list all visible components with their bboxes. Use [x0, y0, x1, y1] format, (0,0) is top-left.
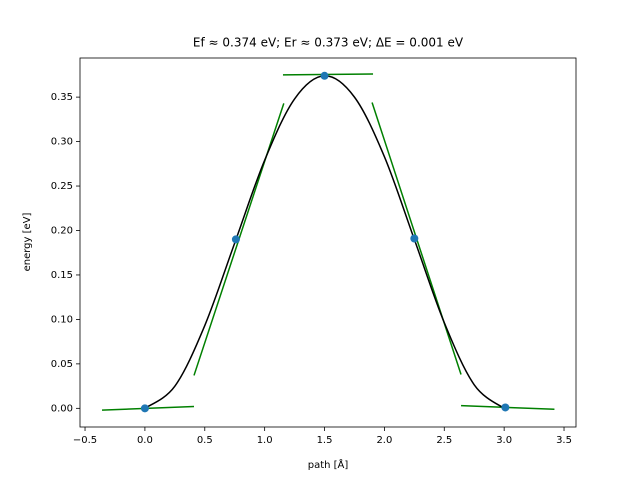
y-tick-label: 0.35: [51, 92, 73, 103]
x-tick-label: 3.5: [556, 435, 572, 446]
x-tick-label: 3.0: [496, 435, 512, 446]
energy-curve: [144, 75, 508, 411]
image-point: [231, 235, 240, 244]
y-axis-label: energy [eV]: [22, 212, 33, 271]
x-tick-label: −0.5: [73, 435, 97, 446]
y-tick-label: 0.30: [51, 137, 73, 148]
chart-title: Ef ≈ 0.374 eV; Er ≈ 0.373 eV; ΔE = 0.001…: [193, 36, 464, 50]
y-tick-label: 0.05: [51, 359, 73, 370]
plot-frame: [79, 57, 577, 428]
x-tick-label: 0.5: [197, 435, 213, 446]
x-axis-label: path [Å]: [308, 458, 349, 471]
y-tick-label: 0.20: [51, 225, 73, 236]
image-point: [501, 403, 510, 412]
y-tick-label: 0.15: [51, 270, 73, 281]
x-tick-label: 1.0: [257, 435, 273, 446]
y-tick-label: 0.00: [51, 403, 73, 414]
x-tick-label: 0.0: [137, 435, 153, 446]
image-point: [140, 404, 149, 413]
y-tick-label: 0.10: [51, 314, 73, 325]
x-tick-label: 2.0: [376, 435, 392, 446]
x-tick-label: 1.5: [317, 435, 333, 446]
y-tick-label: 0.25: [51, 181, 73, 192]
image-point: [320, 71, 329, 80]
x-tick-label: 2.5: [436, 435, 452, 446]
image-point: [410, 234, 419, 243]
plot-area: [80, 58, 576, 427]
